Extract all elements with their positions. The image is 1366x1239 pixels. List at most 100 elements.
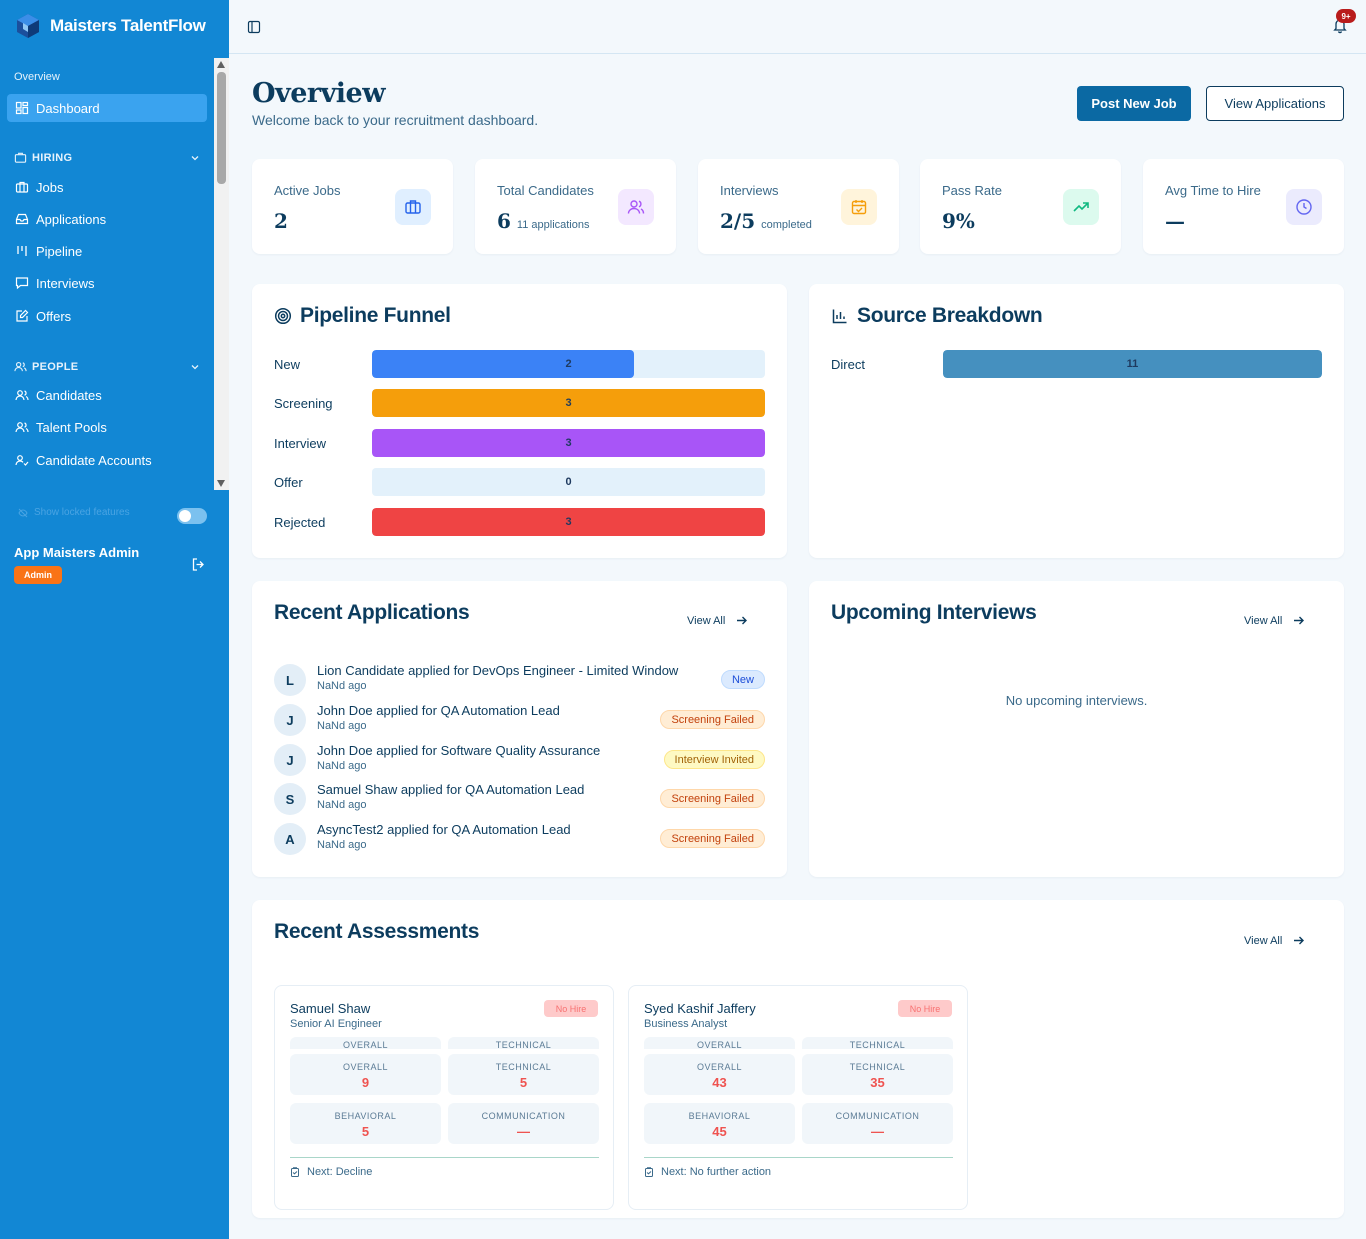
upcoming-interviews-title: Upcoming Interviews	[831, 601, 1037, 625]
recent-applications-view-all-link[interactable]: View All	[687, 614, 748, 627]
people-group-label: PEOPLE	[32, 360, 79, 373]
stat-icon-wrap	[841, 189, 877, 225]
stat-number: 2	[274, 209, 288, 233]
sidebar-item-pipeline[interactable]: Pipeline	[7, 237, 207, 265]
funnel-bar	[372, 389, 765, 417]
status-badge: Screening Failed	[660, 789, 765, 808]
arrow-right-icon	[1294, 936, 1305, 945]
sidebar-item-interviews[interactable]: Interviews	[7, 269, 207, 297]
sidebar-item-label: Applications	[36, 211, 107, 227]
overview-section-label: Overview	[14, 71, 60, 83]
application-list-item[interactable]: S Samuel Shaw applied for QA Automation …	[274, 782, 765, 816]
funnel-stage-label: Screening	[274, 395, 333, 411]
source-row[interactable]: Direct 11	[831, 350, 1322, 378]
sidebar-toggle-icon[interactable]	[247, 20, 261, 34]
page-title: Overview	[252, 78, 385, 109]
metric-ghost-tile: TECHNICAL	[802, 1037, 953, 1049]
sidebar-item-label: Offers	[36, 308, 72, 324]
edit-document-icon	[16, 309, 29, 322]
clipboard-icon	[645, 1167, 653, 1177]
source-label: Direct	[831, 356, 865, 372]
people-group-toggle[interactable]: PEOPLE	[14, 360, 200, 373]
funnel-row[interactable]: Rejected 3	[274, 508, 765, 536]
source-track: 11	[943, 350, 1322, 378]
sidebar-item-label: Dashboard	[36, 100, 100, 116]
application-list-item[interactable]: A AsyncTest2 applied for QA Automation L…	[274, 822, 765, 856]
funnel-stage-label: Interview	[274, 435, 327, 451]
scroll-up-arrow-icon[interactable]	[217, 61, 225, 68]
stat-icon-wrap	[395, 189, 431, 225]
logout-icon[interactable]	[191, 557, 206, 572]
status-badge: Screening Failed	[660, 829, 765, 848]
upcoming-interviews-card: Upcoming Interviews View All No upcoming…	[809, 581, 1344, 877]
stat-card-interviews[interactable]: Interviews 2/5 completed	[698, 159, 899, 254]
funnel-track: 3	[372, 389, 765, 417]
funnel-value: 2	[565, 358, 572, 370]
status-badge: Interview Invited	[663, 750, 765, 769]
stat-value: 2	[274, 209, 288, 233]
section-title-text: Upcoming Interviews	[831, 601, 1037, 624]
funnel-row[interactable]: Screening 3	[274, 389, 765, 417]
stat-sub: completed	[761, 219, 812, 231]
metric-tile-overall: OVERALL 9	[290, 1054, 441, 1095]
sidebar-item-label: Jobs	[36, 179, 64, 195]
sidebar-item-dashboard[interactable]: Dashboard	[7, 94, 207, 122]
arrow-right-icon	[737, 616, 748, 625]
brand[interactable]: Maisters TalentFlow	[14, 12, 206, 40]
pipeline-icon	[17, 246, 27, 256]
stat-value: 9%	[942, 209, 975, 233]
sidebar-item-label: Talent Pools	[36, 419, 107, 435]
application-time: NaNd ago	[317, 799, 367, 811]
avatar: S	[274, 783, 306, 815]
application-list-item[interactable]: J John Doe applied for Software Quality …	[274, 743, 765, 777]
chevron-down-icon	[191, 364, 199, 369]
upcoming-interviews-view-all-link[interactable]: View All	[1244, 614, 1305, 627]
users-icon	[15, 422, 29, 433]
stat-label: Total Candidates	[497, 183, 594, 198]
stat-value: 2/5 completed	[720, 209, 812, 233]
source-breakdown-title: Source Breakdown	[831, 304, 1043, 328]
next-step: Next: Decline	[290, 1166, 372, 1178]
sidebar-item-candidates[interactable]: Candidates	[7, 381, 207, 409]
stat-card-total-candidates[interactable]: Total Candidates 6 11 applications	[475, 159, 676, 254]
metric-tile-overall: OVERALL 43	[644, 1054, 795, 1095]
metric-value: 45	[712, 1124, 727, 1139]
funnel-row[interactable]: New 2	[274, 350, 765, 378]
application-list-item[interactable]: J John Doe applied for QA Automation Lea…	[274, 703, 765, 737]
sidebar-item-label: Pipeline	[36, 243, 83, 259]
sidebar-item-label: Interviews	[36, 275, 95, 291]
post-new-job-button[interactable]: Post New Job	[1077, 86, 1191, 121]
view-applications-button[interactable]: View Applications	[1206, 86, 1344, 121]
metric-tile-communication: COMMUNICATION —	[448, 1103, 599, 1144]
metric-tile-communication: COMMUNICATION —	[802, 1103, 953, 1144]
funnel-row[interactable]: Interview 3	[274, 429, 765, 457]
scroll-down-arrow-icon[interactable]	[217, 480, 225, 487]
sidebar-item-offers[interactable]: Offers	[7, 302, 207, 330]
sidebar-item-talent-pools[interactable]: Talent Pools	[7, 413, 207, 441]
candidate-name: Syed Kashif Jaffery	[644, 1001, 756, 1016]
sidebar-item-applications[interactable]: Applications	[7, 205, 207, 233]
funnel-track: 2	[372, 350, 765, 378]
show-locked-features-toggle[interactable]	[177, 508, 207, 524]
assessment-card[interactable]: Syed Kashif Jaffery Business Analyst No …	[628, 985, 968, 1210]
stat-card-pass-rate[interactable]: Pass Rate 9%	[920, 159, 1121, 254]
candidate-name: Samuel Shaw	[290, 1001, 371, 1016]
recent-assessments-view-all-link[interactable]: View All	[1244, 934, 1305, 947]
user-check-icon	[15, 455, 29, 466]
metric-tile-behavioral: BEHAVIORAL 45	[644, 1103, 795, 1144]
assessment-card[interactable]: Samuel Shaw Senior AI Engineer No Hire O…	[274, 985, 614, 1210]
funnel-row[interactable]: Offer 0	[274, 468, 765, 496]
pipeline-funnel-title: Pipeline Funnel	[274, 304, 451, 328]
sidebar-item-jobs[interactable]: Jobs	[7, 173, 207, 201]
sidebar-scrollbar[interactable]	[214, 58, 229, 490]
sidebar-item-candidate-accounts[interactable]: Candidate Accounts	[7, 446, 207, 474]
hiring-group-toggle[interactable]: HIRING	[14, 151, 200, 164]
stat-number: —	[1165, 209, 1185, 233]
metric-value: 35	[870, 1075, 885, 1090]
metric-value: 43	[712, 1075, 727, 1090]
application-list-item[interactable]: L Lion Candidate applied for DevOps Engi…	[274, 663, 765, 697]
stat-card-active-jobs[interactable]: Active Jobs 2	[252, 159, 453, 254]
scrollbar-thumb[interactable]	[217, 72, 226, 184]
stat-card-avg-time-to-hire[interactable]: Avg Time to Hire —	[1143, 159, 1344, 254]
briefcase-icon	[14, 152, 27, 163]
